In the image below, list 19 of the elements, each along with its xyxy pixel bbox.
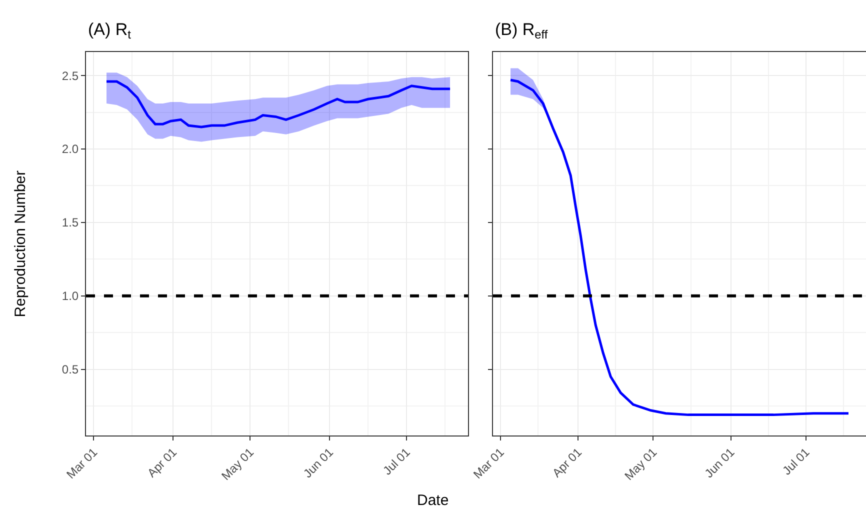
chart-title: (A) R$_{t}$ bbox=[88, 20, 132, 42]
x-tick-label: Apr 01 bbox=[144, 445, 180, 480]
x-tick-label: Jul 01 bbox=[380, 445, 414, 478]
x-tick-label: Mar 01 bbox=[470, 445, 508, 482]
x-axis-title: Date bbox=[417, 492, 449, 509]
chart-title: (B) R$_{eff}$ bbox=[495, 20, 548, 42]
x-tick-label: Jun 01 bbox=[300, 445, 336, 481]
y-tick-label: 1.0 bbox=[62, 289, 79, 304]
y-axis-title: Reproduction Number bbox=[12, 170, 29, 318]
y-tick-label: 0.5 bbox=[62, 362, 79, 376]
y-tick-label: 2.0 bbox=[62, 142, 79, 156]
y-tick-label: 1.5 bbox=[62, 216, 79, 230]
y-tick-label: 2.5 bbox=[62, 68, 79, 83]
x-tick-label: Mar 01 bbox=[64, 445, 100, 482]
x-tick-label: Jul 01 bbox=[780, 445, 813, 478]
x-tick-label: Jun 01 bbox=[702, 445, 738, 481]
x-tick-label: May 01 bbox=[218, 445, 257, 483]
x-tick-label: Apr 01 bbox=[550, 445, 585, 480]
x-tick-label: May 01 bbox=[622, 445, 660, 483]
